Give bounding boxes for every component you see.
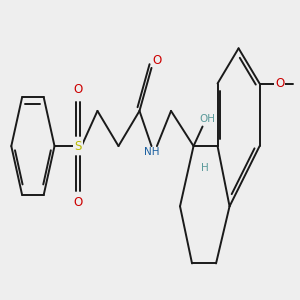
Text: S: S [74,140,82,153]
Text: NH: NH [144,147,159,157]
Text: O: O [73,196,83,209]
Text: OH: OH [199,114,215,124]
Text: O: O [152,54,161,67]
Text: O: O [73,83,83,96]
Text: O: O [275,77,284,90]
Text: H: H [201,163,209,173]
